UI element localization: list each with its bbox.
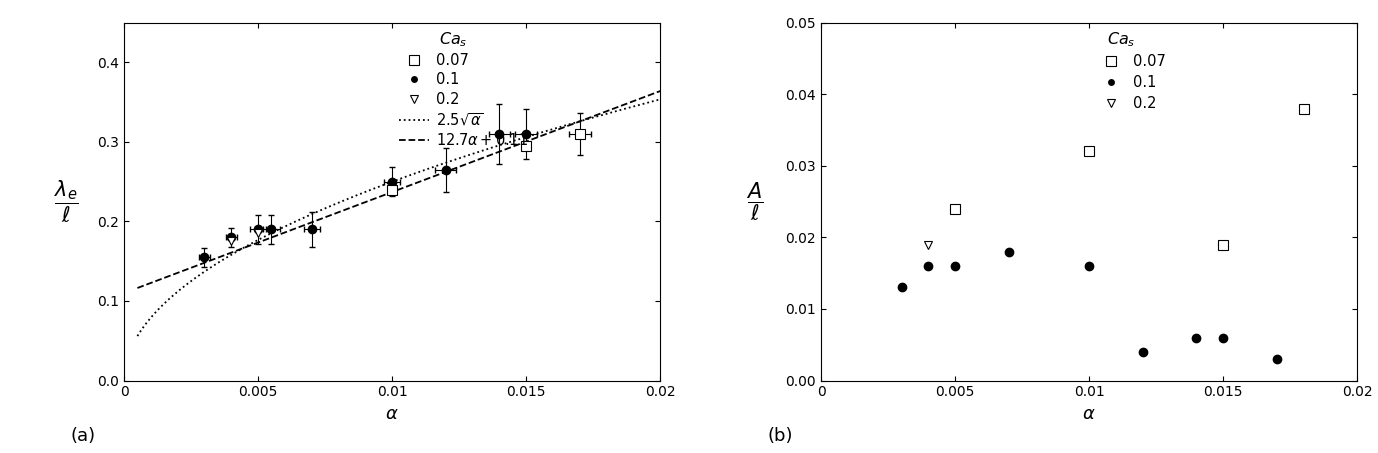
Y-axis label: $\dfrac{\lambda_e}{\ell}$: $\dfrac{\lambda_e}{\ell}$ — [54, 178, 79, 225]
Y-axis label: $\dfrac{A}{\ell}$: $\dfrac{A}{\ell}$ — [747, 180, 763, 223]
X-axis label: $\alpha$: $\alpha$ — [386, 405, 400, 423]
Legend: 0.07, 0.1, 0.2, $2.5\sqrt{\alpha}$, $12.7\alpha + 0.11$: 0.07, 0.1, 0.2, $2.5\sqrt{\alpha}$, $12.… — [400, 30, 528, 149]
X-axis label: $\alpha$: $\alpha$ — [1082, 405, 1096, 423]
Legend: 0.07, 0.1, 0.2: 0.07, 0.1, 0.2 — [1097, 30, 1166, 111]
Text: (a): (a) — [70, 427, 95, 445]
Text: (b): (b) — [768, 427, 792, 445]
